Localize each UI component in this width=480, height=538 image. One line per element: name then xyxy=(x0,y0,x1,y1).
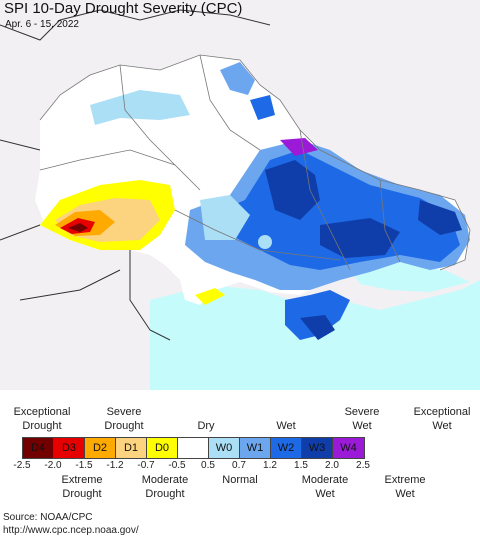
source-url: http://www.cpc.ncep.noaa.gov/ xyxy=(3,525,139,536)
legend-top-label: Severe Drought xyxy=(104,406,144,432)
legend-top-label: Dry xyxy=(197,420,215,432)
legend-tick-label: -2.0 xyxy=(44,460,62,471)
legend-tick-label: 0.5 xyxy=(201,460,215,471)
legend-bottom-label: Extreme Wet xyxy=(384,474,426,500)
legend-swatch-w0: W0 xyxy=(209,438,240,458)
map-title: SPI 10-Day Drought Severity (CPC) xyxy=(4,0,243,17)
legend-swatch-d4: D4 xyxy=(23,438,54,458)
legend-swatch-w1: W1 xyxy=(240,438,271,458)
source-line: Source: NOAA/CPC xyxy=(3,512,93,523)
legend-tick-label: -2.5 xyxy=(13,460,31,471)
legend-color-scale: D4 D3 D2 D1 D0 W0 W1 W2 W3 W4 xyxy=(22,437,365,459)
legend-top-label: Severe Wet xyxy=(344,406,380,432)
legend-tick-label: -1.5 xyxy=(75,460,93,471)
map-date: Apr. 6 - 15, 2022 xyxy=(5,19,79,30)
legend-tick-label: -1.2 xyxy=(106,460,124,471)
legend-swatch-w3: W3 xyxy=(302,438,333,458)
legend-tick-label: 0.7 xyxy=(232,460,246,471)
legend-top-label: Exceptional Wet xyxy=(413,406,471,432)
legend-bottom-label: Extreme Drought xyxy=(61,474,103,500)
legend-swatch-w4: W4 xyxy=(333,438,364,458)
legend-tick-label: 2.0 xyxy=(325,460,339,471)
crimea xyxy=(285,290,350,340)
map-canvas xyxy=(0,9,480,390)
drought-map: SPI 10-Day Drought Severity (CPC) Apr. 6… xyxy=(0,0,480,390)
legend-bottom-label: Normal xyxy=(222,474,258,486)
legend-tick-label: 1.5 xyxy=(294,460,308,471)
legend-tick-label: -0.7 xyxy=(137,460,155,471)
legend-top-label: Exceptional Drought xyxy=(13,406,71,432)
legend-top-label: Wet xyxy=(276,420,296,432)
legend-swatch-normal xyxy=(178,438,209,458)
legend-tick-label: 2.5 xyxy=(356,460,370,471)
legend-bottom-label: Moderate Wet xyxy=(301,474,349,500)
legend-bottom-label: Moderate Drought xyxy=(141,474,189,500)
legend-swatch-d1: D1 xyxy=(116,438,147,458)
legend-tick-label: -0.5 xyxy=(168,460,186,471)
legend-swatch-d2: D2 xyxy=(85,438,116,458)
legend-swatch-w2: W2 xyxy=(271,438,302,458)
legend-swatch-d3: D3 xyxy=(54,438,85,458)
legend-swatch-d0: D0 xyxy=(147,438,178,458)
legend-tick-label: 1.2 xyxy=(263,460,277,471)
